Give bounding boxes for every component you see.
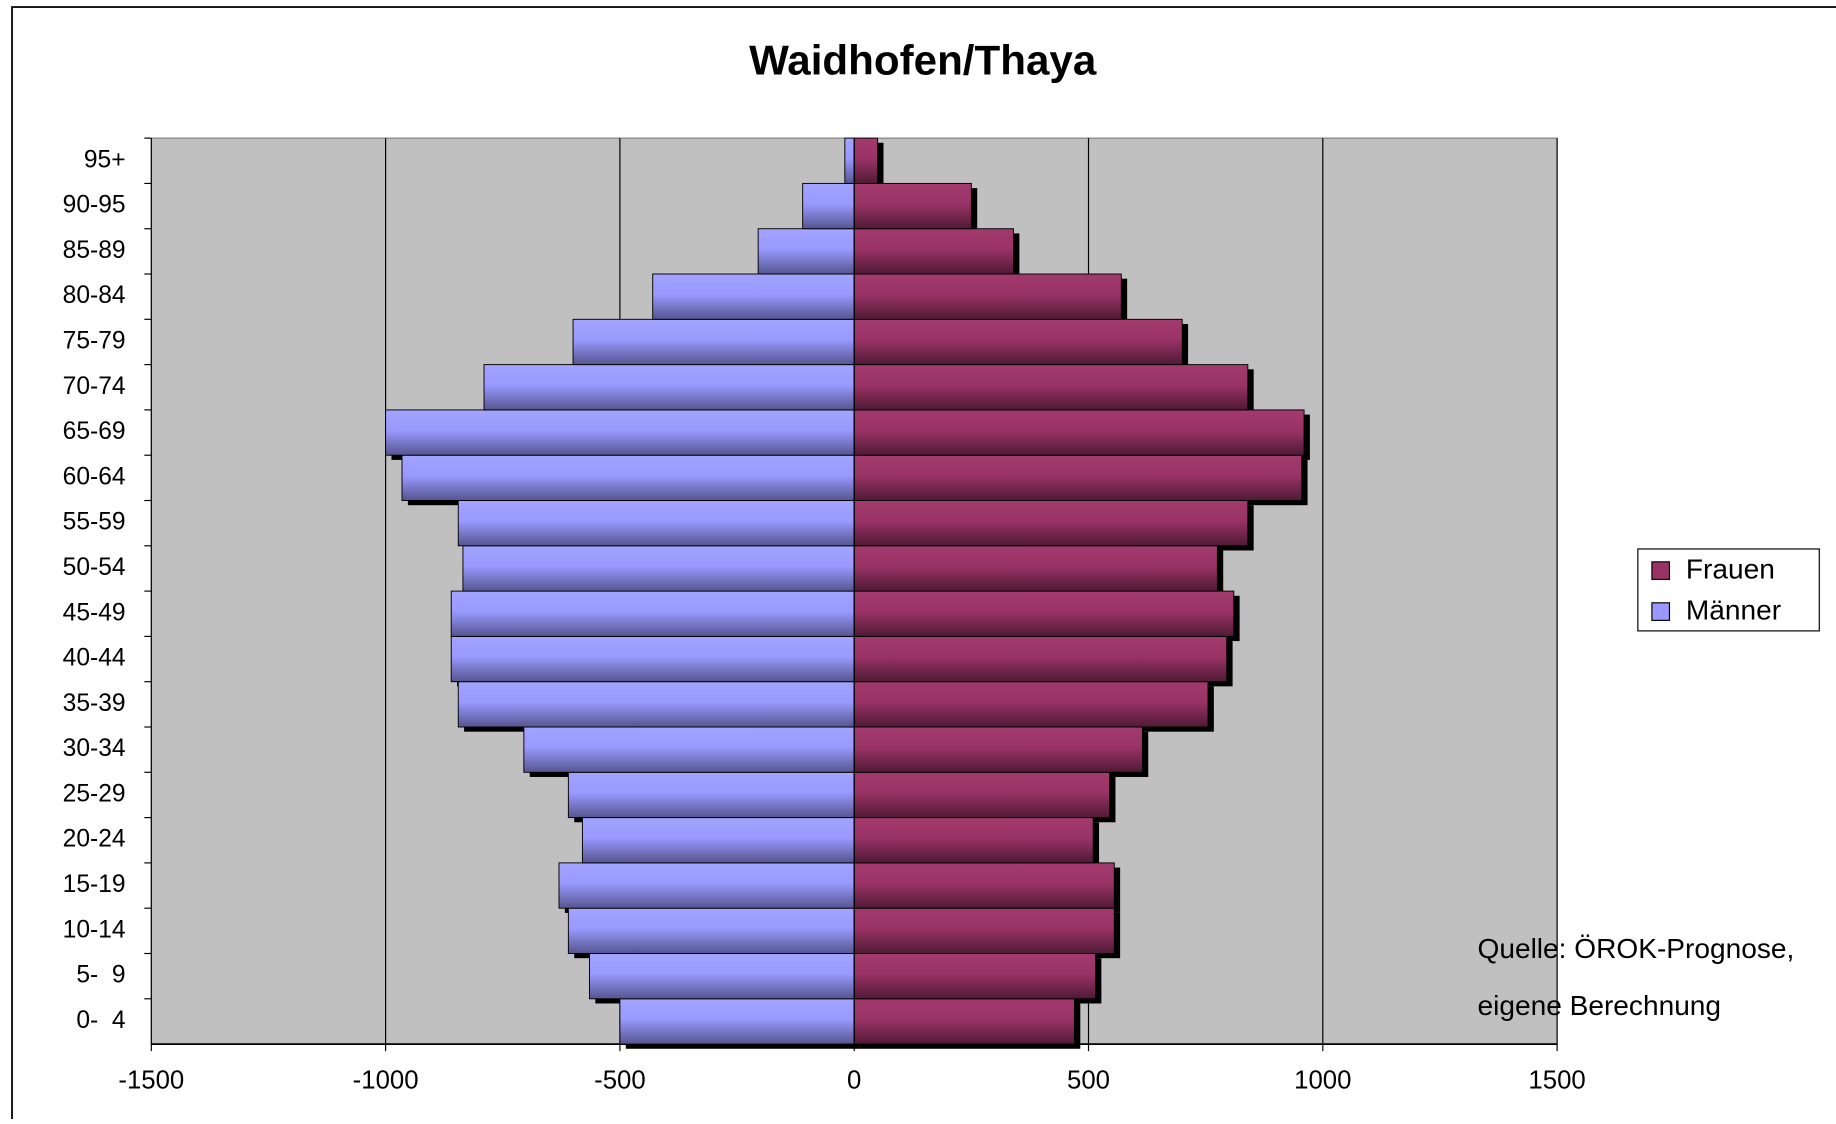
y-tick-label: 10-14 [63,916,126,943]
bar [619,998,855,1045]
y-tick-label: 80-84 [63,282,126,309]
bar [567,771,855,819]
y-tick-label: 85-89 [63,237,126,264]
bar [853,500,1249,547]
legend-swatch [1651,561,1671,580]
bar [450,590,855,637]
y-tick-label: 35-39 [63,690,126,717]
bar [572,318,855,366]
chart-title: Waidhofen/Thaya [749,36,1097,83]
bar [853,953,1097,1000]
bar [853,318,1183,366]
y-tick-label: 50-54 [63,554,126,581]
bar [853,635,1228,683]
x-tick-label: 1000 [1294,1066,1351,1094]
bar [853,454,1303,501]
y-tick-label: 40-44 [63,645,126,672]
legend-label: Frauen [1686,554,1775,585]
bar [802,182,855,230]
bar [450,635,855,683]
bar [853,726,1143,773]
y-tick-label: 55-59 [63,509,126,536]
annotation: Quelle: ÖROK-Prognose, [1478,933,1795,964]
x-tick-label: 0 [847,1066,861,1094]
y-tick-label: 30-34 [63,735,126,762]
bar [853,771,1111,819]
y-tick-label: 5- 9 [76,962,125,989]
bar [581,817,855,864]
bar [457,500,855,547]
bar [462,545,855,592]
bar [853,907,1115,954]
bar [483,364,855,411]
y-tick-label: 75-79 [63,327,126,354]
bar [853,817,1094,864]
bar [523,726,855,773]
y-tick-label: 20-24 [63,826,126,853]
bar [853,364,1249,411]
bar [853,137,879,184]
y-tick-label: 65-69 [63,418,126,445]
x-tick-label: 500 [1067,1066,1110,1094]
legend-swatch [1651,602,1671,621]
bar [652,273,855,320]
x-tick-label: -500 [594,1066,646,1094]
y-tick-label: 95+ [84,146,126,173]
bar [757,228,855,275]
y-tick-label: 60-64 [63,463,126,490]
bar [567,907,855,954]
bar [853,228,1014,275]
y-tick-label: 90-95 [63,192,126,219]
bar [558,862,855,909]
x-tick-label: -1000 [353,1066,419,1094]
bar [853,545,1218,592]
bar [588,953,855,1000]
bar [844,137,855,184]
y-tick-label: 70-74 [63,373,126,400]
y-tick-label: 45-49 [63,599,126,626]
x-tick-label: 1500 [1528,1066,1585,1094]
bar [401,454,855,501]
bar [853,182,972,230]
legend: Frauen Männer [1637,548,1820,632]
bar [853,681,1209,728]
bar [853,590,1235,637]
y-tick-label: 15-19 [63,871,126,898]
bar [457,681,855,728]
bar [853,273,1122,320]
legend-label: Männer [1686,595,1781,626]
annotation: eigene Berechnung [1478,990,1722,1021]
bar [853,862,1115,909]
x-tick-label: -1500 [118,1066,184,1094]
bar [853,998,1075,1045]
bar [853,409,1305,456]
y-tick-label: 25-29 [63,780,126,807]
bar [385,409,855,456]
y-tick-label: 0- 4 [76,1007,125,1034]
